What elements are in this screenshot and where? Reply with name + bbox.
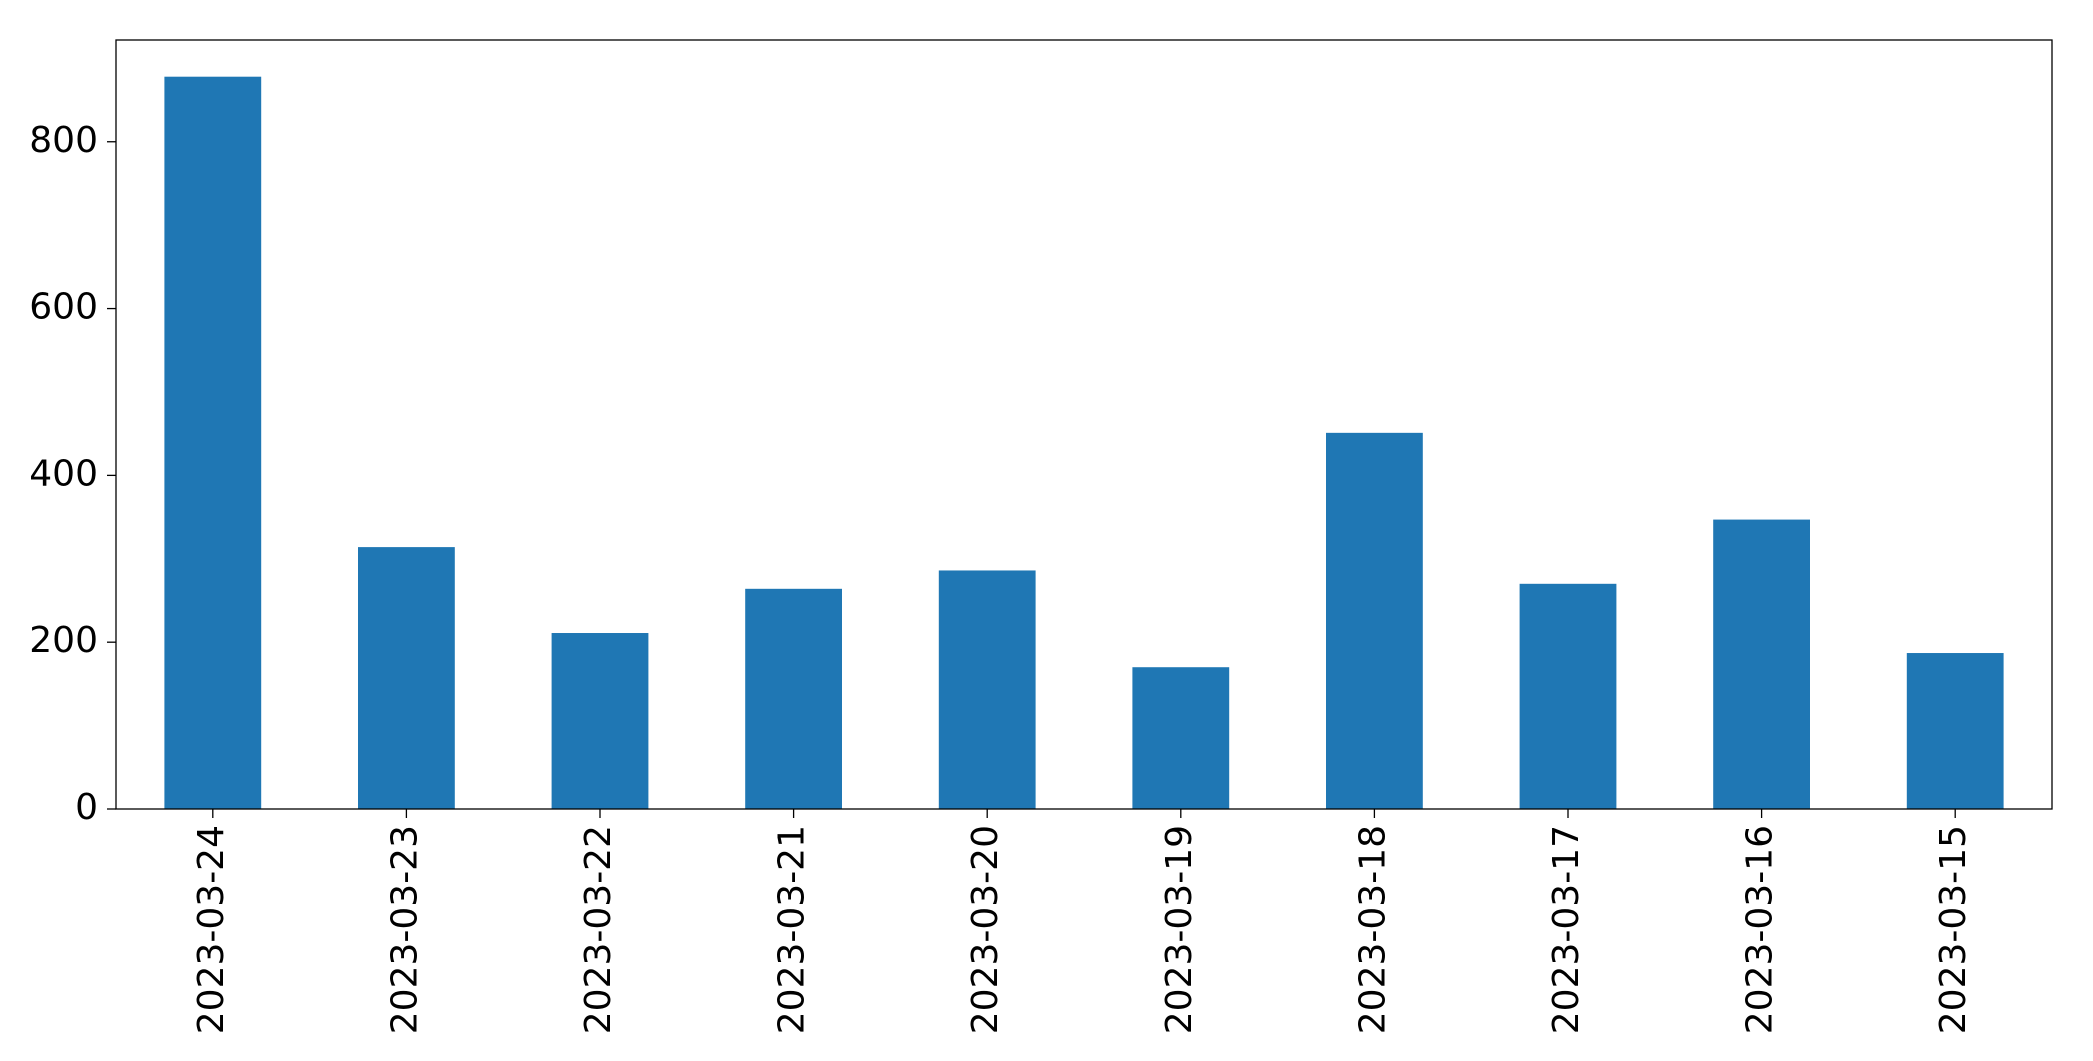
bar <box>1713 519 1810 809</box>
bar <box>1132 667 1230 809</box>
bar <box>745 588 842 809</box>
x-tick-label: 2023-03-21 <box>772 825 813 1034</box>
y-tick-label: 200 <box>29 620 98 661</box>
x-tick-label: 2023-03-18 <box>1352 825 1393 1034</box>
x-tick-label: 2023-03-22 <box>578 825 619 1034</box>
y-tick-label: 600 <box>29 287 98 328</box>
bar <box>358 547 455 809</box>
bar <box>551 633 649 809</box>
y-tick-label: 800 <box>29 120 98 161</box>
y-tick-label: 400 <box>29 453 98 494</box>
x-tick-label: 2023-03-24 <box>191 825 232 1034</box>
x-tick-label: 2023-03-16 <box>1740 825 1781 1034</box>
bar <box>1519 583 1617 809</box>
bar <box>1906 653 2004 809</box>
x-tick-label: 2023-03-20 <box>965 825 1006 1034</box>
bar <box>1326 432 1423 809</box>
axes-frame <box>115 39 2053 810</box>
x-tick-label: 2023-03-19 <box>1159 825 1200 1034</box>
bar <box>164 76 262 809</box>
x-tick-label: 2023-03-23 <box>384 825 425 1034</box>
bar <box>938 570 1036 809</box>
y-tick-label: 0 <box>75 787 98 828</box>
x-tick-label: 2023-03-17 <box>1546 825 1587 1034</box>
x-tick-label: 2023-03-15 <box>1933 825 1974 1034</box>
